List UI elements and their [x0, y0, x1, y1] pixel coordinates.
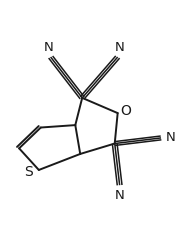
- Text: N: N: [115, 41, 125, 54]
- Text: N: N: [166, 131, 176, 145]
- Text: N: N: [44, 41, 53, 54]
- Text: O: O: [120, 105, 131, 118]
- Text: N: N: [115, 189, 125, 202]
- Text: S: S: [25, 164, 33, 179]
